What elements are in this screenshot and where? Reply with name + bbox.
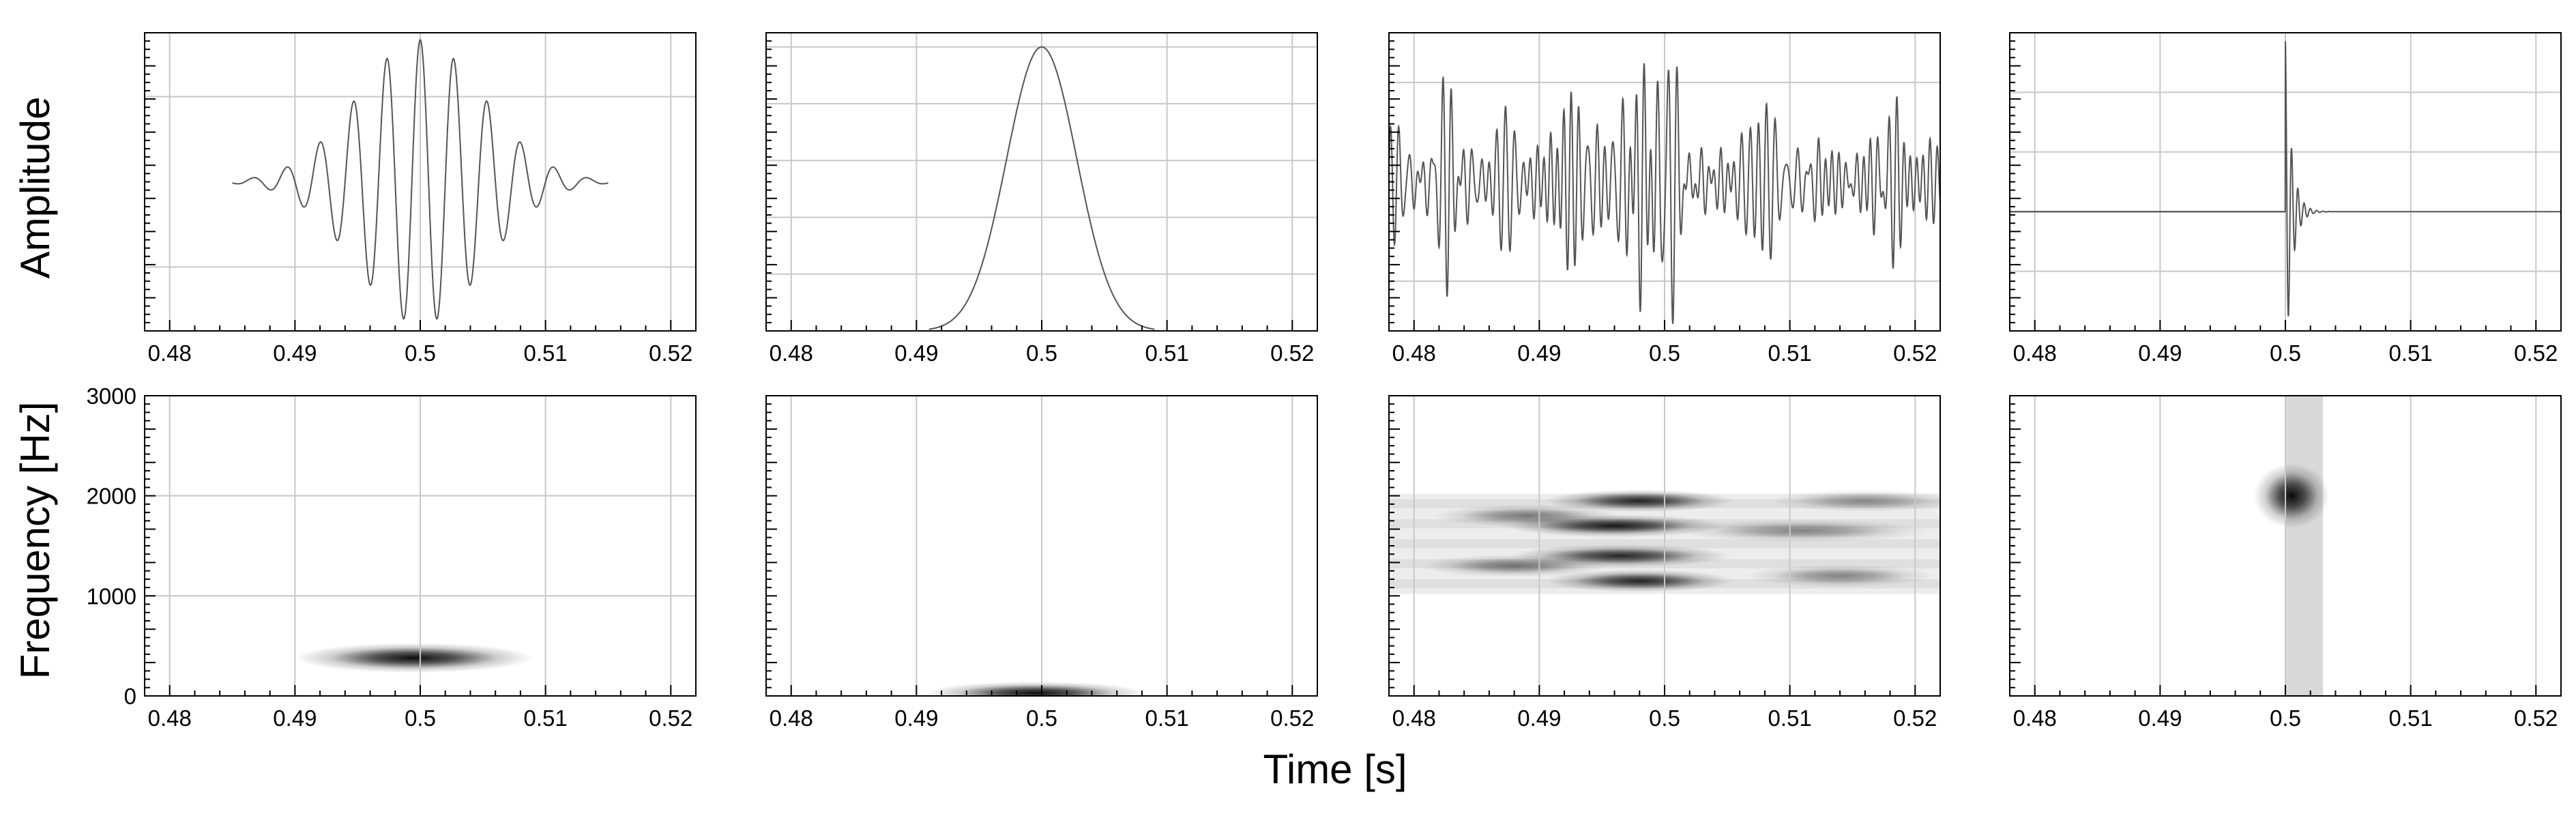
- heatmap-blob: [926, 682, 1145, 696]
- x-tick-label: 0.52: [1270, 705, 1314, 731]
- y-tick-label: 2000: [87, 484, 136, 509]
- heatmap-blob: [1545, 489, 1733, 512]
- x-tick-label: 0.52: [649, 340, 692, 366]
- x-tick-label: 0.51: [524, 340, 568, 366]
- heatmap: [1389, 489, 1940, 594]
- x-tick-label: 0.5: [1649, 705, 1680, 731]
- heatmap-blob: [1746, 564, 1934, 587]
- heatmap-blob: [295, 643, 533, 673]
- x-tick-label: 0.48: [148, 340, 192, 366]
- heatmap-blob: [1420, 554, 1609, 577]
- x-tick-label: 0.48: [2013, 705, 2057, 731]
- panel-bottom-4: 0.48 0.49 0.5 0.51 0.52: [2009, 395, 2562, 731]
- x-tick-label: 0.48: [1392, 340, 1436, 366]
- x-tick-label: 0.49: [2138, 705, 2182, 731]
- x-tick-label: 0.5: [405, 340, 436, 366]
- x-tick-label: 0.52: [1893, 340, 1937, 366]
- x-tick-label: 0.51: [2389, 705, 2433, 731]
- x-tick-label: 0.5: [1649, 340, 1680, 366]
- heatmap: [2254, 396, 2330, 696]
- x-tick-label: 0.5: [1026, 705, 1057, 731]
- x-tick-label: 0.52: [2514, 340, 2558, 366]
- x-tick-label: 0.49: [2138, 340, 2182, 366]
- x-tick-label: 0.48: [770, 705, 813, 731]
- x-tick-label: 0.49: [273, 705, 317, 731]
- panel-bottom-2: 0.48 0.49 0.5 0.51 0.52: [765, 395, 1318, 731]
- x-tick-label: 0.51: [1145, 705, 1189, 731]
- heatmap-blob: [1433, 504, 1621, 527]
- x-tick-label: 0.51: [1768, 705, 1812, 731]
- x-tick-label: 0.49: [894, 340, 938, 366]
- x-tick-label: 0.51: [524, 705, 568, 731]
- heatmap-blob: [1677, 519, 1928, 542]
- panel-top-4: 0.48 0.49 0.5 0.51 0.52: [2009, 32, 2562, 366]
- x-tick-label: 0.52: [649, 705, 692, 731]
- signal-line: [1388, 63, 1941, 324]
- x-tick-label: 0.49: [1517, 340, 1561, 366]
- x-tick-label: 0.52: [1270, 340, 1314, 366]
- x-tick-label: 0.48: [1392, 705, 1436, 731]
- heatmap-blob: [2254, 463, 2330, 529]
- x-tick-label: 0.49: [1517, 705, 1561, 731]
- xlabel: Time [s]: [1263, 746, 1407, 792]
- x-tick-label: 0.5: [405, 705, 436, 731]
- x-tick-label: 0.51: [2389, 340, 2433, 366]
- x-tick-label: 0.5: [2270, 705, 2301, 731]
- x-tick-label: 0.48: [2013, 340, 2057, 366]
- x-tick-label: 0.49: [894, 705, 938, 731]
- panel-top-1: 0.48 0.49 0.5 0.51 0.52: [144, 32, 697, 366]
- x-tick-label: 0.5: [2270, 340, 2301, 366]
- y-tick-label: 1000: [87, 583, 136, 609]
- heatmap: [295, 643, 533, 673]
- x-tick-label: 0.48: [770, 340, 813, 366]
- x-tick-label: 0.51: [1768, 340, 1812, 366]
- x-tick-label: 0.52: [1893, 705, 1937, 731]
- y-tick-label: 0: [124, 684, 136, 709]
- signal-line: [232, 39, 609, 320]
- y-tick-label: 3000: [87, 383, 136, 409]
- ylabel-top: Amplitude: [12, 97, 58, 279]
- heatmap: [926, 682, 1145, 696]
- heatmap-blob: [1771, 489, 1940, 512]
- x-tick-label: 0.52: [2514, 705, 2558, 731]
- panel-top-2: 0.48 0.49 0.5 0.51 0.52: [765, 32, 1318, 366]
- x-tick-label: 0.48: [148, 705, 192, 731]
- panel-top-3: 0.48 0.49 0.5 0.51 0.52: [1388, 32, 1941, 366]
- panel-bottom-3: 0.48 0.49 0.5 0.51 0.52: [1388, 395, 1941, 731]
- heatmap-blob: [1545, 569, 1733, 592]
- x-tick-label: 0.51: [1145, 340, 1189, 366]
- x-tick-label: 0.5: [1026, 340, 1057, 366]
- panels: 0.48 0.49 0.5 0.51 0.52 0.48 0.49 0.5 0.51 0.52 0.…: [87, 32, 2562, 731]
- panel-bottom-1: 0.48 0.49 0.5 0.51 0.52 0 1000 2000 3000: [87, 383, 697, 731]
- ylabel-bottom: Frequency [Hz]: [12, 402, 58, 680]
- signal-line: [928, 46, 1155, 330]
- x-tick-label: 0.49: [273, 340, 317, 366]
- heatmap-column: [2285, 396, 2324, 696]
